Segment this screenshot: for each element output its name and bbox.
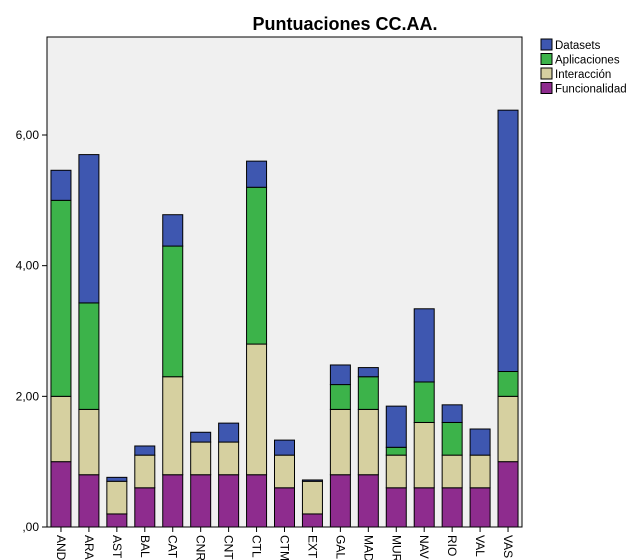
legend-swatch-aplicaciones (540, 53, 553, 65)
bar-segment-datasets-cnr (190, 431, 212, 443)
bar-segment-aplicaciones-cat (162, 245, 184, 378)
legend-label: Datasets (555, 40, 601, 52)
bar-segment-datasets-ctl (246, 160, 268, 188)
bar-segment-aplicaciones-vas (497, 371, 519, 397)
y-axis: ,00 2,00 4,00 6,00 (16, 128, 47, 534)
bar-segment-funcionalidad-and (50, 461, 72, 528)
bar-segment-funcionalidad-ext (301, 513, 323, 528)
x-tick-label: RIO (445, 535, 459, 556)
legend-label: Interacción (555, 69, 611, 81)
x-tick-label: CNT (222, 535, 236, 560)
bar-segment-interacción-ctl (246, 343, 268, 476)
bar-segment-datasets-mad (357, 367, 379, 378)
legend: Datasets Aplicaciones Interacción Funcional… (540, 38, 627, 96)
legend-swatch-funcionalidad (540, 82, 553, 94)
bar-segment-datasets-ctm (274, 439, 295, 456)
legend-swatch-datasets (540, 38, 553, 51)
bar-segment-aplicaciones-ara (78, 302, 100, 410)
bar-segment-datasets-cat (162, 214, 184, 247)
legend-swatch-interacción (540, 67, 553, 80)
bar-segment-funcionalidad-mad (357, 474, 379, 528)
x-tick-label: EXT (305, 535, 319, 559)
bar-segment-funcionalidad-nav (413, 487, 435, 528)
y-tick-label: 6,00 (16, 128, 40, 142)
x-tick-label: CAT (166, 535, 180, 559)
bar-segment-interacción-gal (329, 408, 351, 476)
bar-segment-datasets-ext (301, 479, 323, 482)
bar-segment-funcionalidad-mur (385, 487, 407, 528)
x-tick-label: AST (110, 535, 124, 559)
bar-segment-interacción-ctm (274, 454, 295, 489)
bar-segment-aplicaciones-mad (357, 376, 379, 410)
bar-segment-interacción-and (50, 395, 72, 463)
bar-segment-interacción-ara (78, 408, 100, 476)
bar-segment-funcionalidad-ast (106, 513, 128, 528)
bar-segment-interacción-cat (162, 376, 184, 476)
bar-segment-datasets-nav (413, 308, 435, 383)
bars-group (50, 109, 519, 528)
y-tick-label: 2,00 (16, 389, 40, 403)
bar-segment-interacción-nav (413, 421, 435, 489)
bar-segment-datasets-bal (134, 445, 156, 456)
legend-label: Aplicaciones (555, 55, 620, 67)
bar-segment-interacción-mur (385, 454, 407, 489)
bar-segment-interacción-val (469, 454, 491, 489)
chart-title: Puntuaciones CC.AA. (252, 14, 437, 34)
bar-segment-datasets-cnt (218, 422, 240, 443)
bar-segment-funcionalidad-ctl (246, 474, 268, 528)
x-tick-label: BAL (138, 535, 152, 558)
bar-segment-funcionalidad-ara (78, 474, 100, 528)
bar-segment-funcionalidad-gal (329, 474, 351, 528)
x-tick-label: NAV (417, 535, 431, 559)
bar-segment-datasets-and (50, 169, 72, 201)
bar-segment-funcionalidad-val (469, 487, 491, 528)
bar-segment-aplicaciones-ctl (246, 186, 268, 345)
bar-segment-funcionalidad-ctm (274, 487, 295, 528)
bar-segment-interacción-cnr (190, 441, 212, 476)
bar-segment-interacción-ast (106, 480, 128, 515)
bar-segment-interacción-ext (301, 480, 323, 515)
bar-segment-datasets-ara (78, 154, 100, 304)
bar-segment-funcionalidad-rio (441, 487, 463, 528)
x-tick-label: CTL (250, 535, 264, 558)
x-tick-label: VAS (501, 535, 515, 558)
bar-segment-aplicaciones-nav (413, 381, 435, 423)
bar-segment-datasets-vas (497, 109, 519, 373)
x-tick-label: MUR (389, 535, 403, 560)
x-axis: AND ARA AST BAL CAT CNR CNT CTL CTM EXT GAL MAD MUR N… (54, 527, 515, 560)
legend-label: Funcionalidad (555, 84, 627, 96)
x-tick-label: CTM (278, 535, 292, 560)
y-tick-label: ,00 (22, 520, 39, 534)
bar-segment-interacción-bal (134, 454, 156, 489)
bar-segment-funcionalidad-cnr (190, 474, 212, 528)
y-tick-label: 4,00 (16, 259, 40, 273)
bar-segment-datasets-ast (106, 476, 128, 482)
bar-segment-datasets-val (469, 428, 491, 456)
bar-segment-interacción-rio (441, 454, 463, 489)
bar-segment-funcionalidad-bal (134, 487, 156, 528)
bar-segment-funcionalidad-cnt (218, 474, 240, 528)
x-tick-label: GAL (333, 535, 347, 559)
bar-segment-aplicaciones-gal (329, 384, 351, 410)
bar-segment-funcionalidad-cat (162, 474, 184, 528)
x-tick-label: AND (54, 535, 68, 560)
bar-segment-datasets-gal (329, 364, 351, 386)
bar-segment-datasets-rio (441, 404, 463, 423)
bar-segment-aplicaciones-rio (441, 421, 463, 456)
bar-segment-aplicaciones-and (50, 199, 72, 397)
bar-segment-datasets-mur (385, 405, 407, 448)
bar-segment-funcionalidad-vas (497, 461, 519, 528)
x-tick-label: ARA (82, 535, 96, 560)
bar-segment-interacción-vas (497, 395, 519, 463)
x-tick-label: MAD (361, 535, 375, 560)
x-tick-label: CNR (194, 535, 208, 560)
bar-segment-aplicaciones-mur (385, 446, 407, 456)
bar-segment-interacción-mad (357, 408, 379, 476)
bar-segment-interacción-cnt (218, 441, 240, 476)
x-tick-label: VAL (473, 535, 487, 557)
